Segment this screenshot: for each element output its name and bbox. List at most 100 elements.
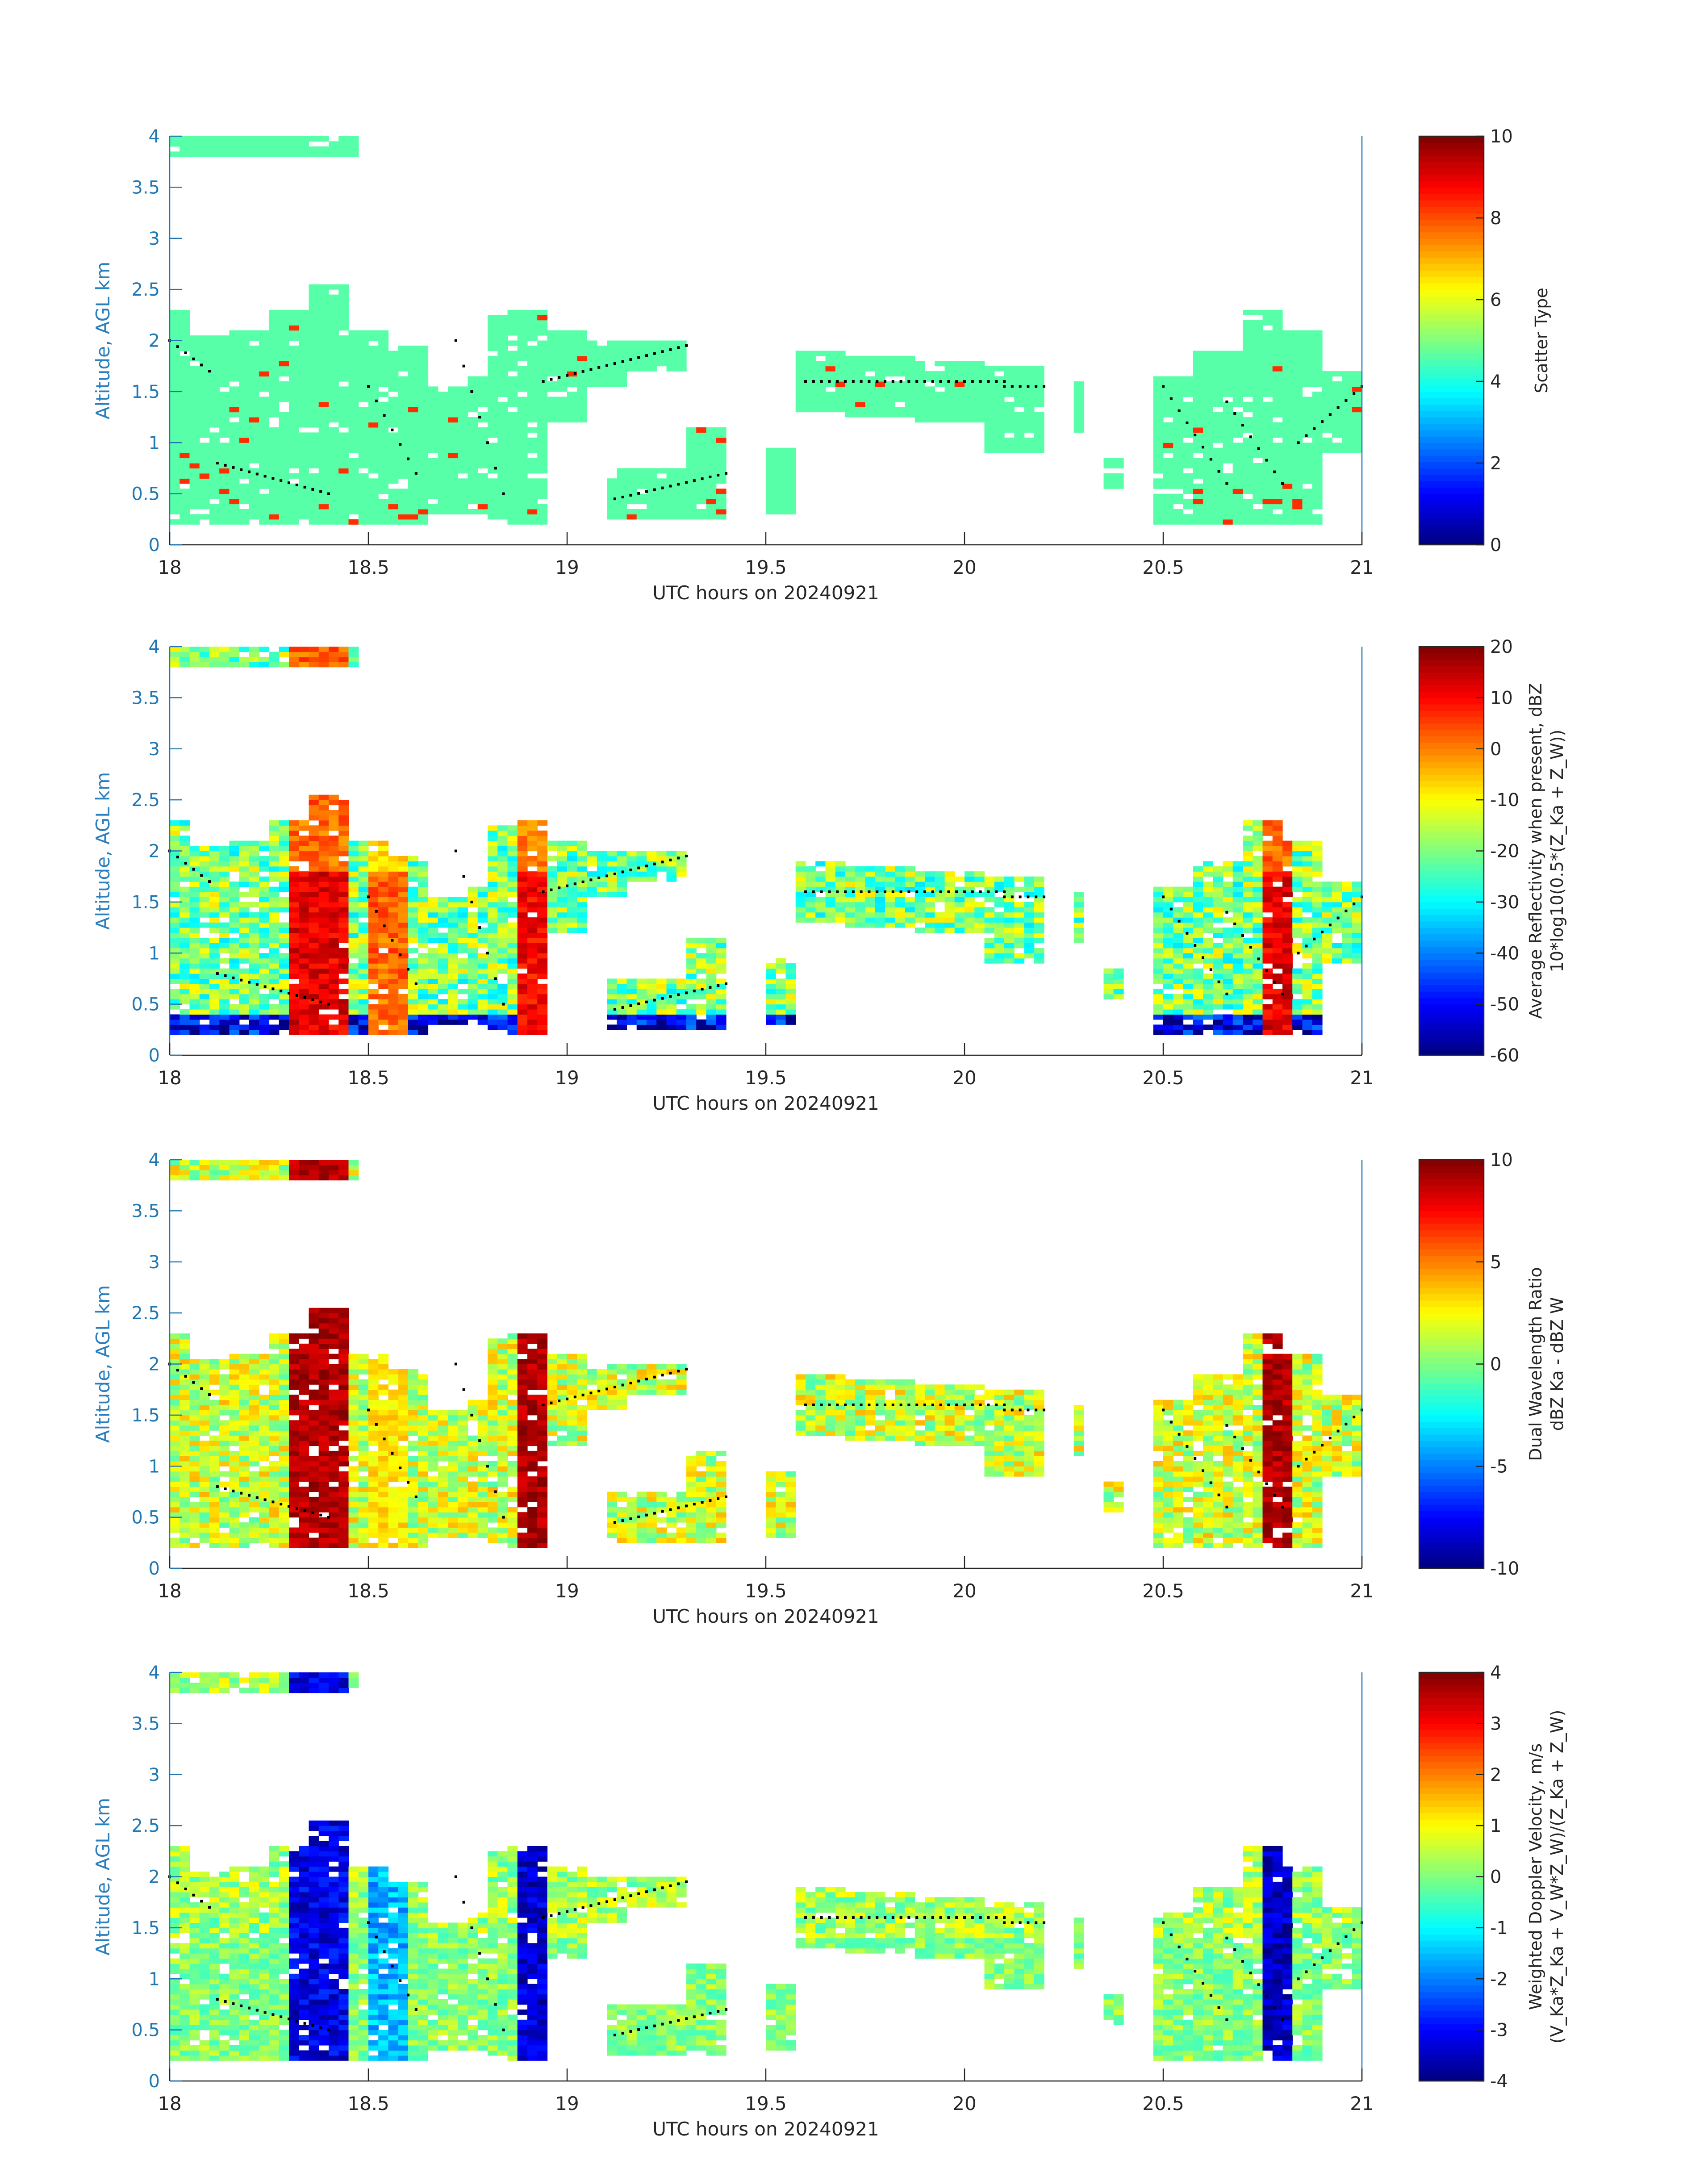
heatmap-cell — [507, 943, 518, 949]
heatmap-cell — [289, 422, 299, 428]
heatmap-cell — [1073, 397, 1084, 402]
heatmap-cell — [706, 443, 717, 448]
heatmap-cell — [477, 968, 488, 974]
heatmap-cell — [408, 989, 418, 994]
heatmap-cell — [189, 366, 200, 372]
heatmap-cell — [249, 882, 259, 887]
heatmap-cell — [497, 943, 508, 949]
heatmap-cell — [795, 407, 806, 413]
heatmap-cell — [229, 1009, 240, 1015]
heatmap-cell — [497, 840, 508, 846]
heatmap-cell — [1292, 509, 1303, 514]
heatmap-cell — [289, 963, 299, 969]
heatmap-cell — [507, 953, 518, 959]
heatmap-cell — [944, 361, 955, 367]
heatmap-cell — [537, 361, 548, 367]
heatmap-cell — [448, 447, 458, 453]
heatmap-cell — [527, 351, 538, 356]
heatmap-cell — [825, 407, 836, 413]
heatmap-cell — [468, 953, 478, 959]
heatmap-cell — [1213, 371, 1224, 377]
heatmap-cell — [488, 330, 498, 336]
heatmap-cell — [289, 989, 299, 994]
melting-layer-dots — [168, 339, 1363, 501]
heatmap-cell — [1193, 417, 1203, 423]
melting-dot — [804, 380, 807, 383]
heatmap-cell — [408, 447, 418, 453]
heatmap-cell — [219, 519, 230, 525]
melting-dot — [216, 462, 219, 464]
heatmap-cell — [299, 493, 309, 499]
heatmap-cell — [338, 151, 349, 157]
heatmap-cell — [329, 902, 339, 907]
heatmap-cell — [865, 871, 876, 877]
heatmap-cell — [259, 958, 270, 964]
heatmap-cell — [289, 315, 299, 321]
heatmap-cell — [1153, 401, 1164, 407]
heatmap-cell — [488, 1024, 498, 1030]
heatmap-cell — [855, 922, 866, 928]
heatmap-cell — [239, 386, 250, 392]
heatmap-cell — [1302, 478, 1313, 484]
heatmap-cell — [706, 427, 717, 433]
heatmap-cell — [1312, 412, 1323, 418]
heatmap-cell — [895, 912, 906, 918]
heatmap-cell — [587, 376, 597, 382]
heatmap-cell — [1352, 371, 1362, 377]
heatmap-cell — [706, 478, 717, 484]
heatmap-cell — [378, 473, 389, 479]
heatmap-cell — [269, 473, 280, 479]
heatmap-cell — [388, 963, 399, 969]
heatmap-cell — [249, 335, 259, 341]
heatmap-cell — [915, 361, 925, 367]
heatmap-cell — [1024, 397, 1035, 402]
heatmap-cell — [537, 882, 548, 887]
heatmap-cell — [269, 902, 280, 907]
heatmap-cell — [239, 432, 250, 438]
heatmap-cell — [229, 861, 240, 867]
heatmap-cell — [686, 499, 697, 505]
heatmap-cell — [318, 355, 329, 361]
heatmap-cell — [915, 897, 925, 903]
heatmap-cell — [199, 856, 210, 861]
heatmap-cell — [1322, 437, 1332, 443]
heatmap-cell — [368, 366, 379, 372]
heatmap-cell — [1282, 381, 1293, 387]
heatmap-cell — [219, 948, 230, 953]
heatmap-cell — [1004, 917, 1015, 923]
heatmap-cell — [1203, 407, 1213, 413]
heatmap-cell — [219, 397, 230, 402]
y-tick-label: 3.5 — [131, 177, 160, 198]
heatmap-cell — [1004, 422, 1015, 428]
heatmap-cell — [806, 882, 816, 887]
heatmap-cell — [428, 1009, 438, 1015]
heatmap-cell — [388, 907, 399, 913]
heatmap-cell — [885, 922, 895, 928]
heatmap-cell — [458, 937, 468, 943]
heatmap-cell — [318, 876, 329, 882]
heatmap-cell — [189, 453, 200, 459]
heatmap-cell — [338, 146, 349, 152]
heatmap-cell — [358, 912, 369, 918]
heatmap-cell — [259, 401, 270, 407]
heatmap-cell — [318, 284, 329, 290]
heatmap-cell — [905, 407, 915, 413]
heatmap-cell — [835, 876, 846, 882]
heatmap-cell — [209, 417, 220, 423]
heatmap-cell — [795, 366, 806, 372]
heatmap-cell — [418, 386, 429, 392]
heatmap-cell — [289, 345, 299, 351]
heatmap-cell — [647, 478, 657, 484]
heatmap-cell — [855, 371, 866, 377]
heatmap-cell — [1153, 427, 1164, 433]
heatmap-cell — [458, 509, 468, 514]
heatmap-cell — [875, 412, 885, 418]
melting-dot — [558, 376, 561, 379]
heatmap-cell — [229, 948, 240, 953]
heatmap-cell — [249, 397, 259, 402]
heatmap-cell — [199, 943, 210, 949]
heatmap-cell — [706, 499, 717, 505]
heatmap-cell — [825, 902, 836, 907]
heatmap-cell — [537, 320, 548, 326]
